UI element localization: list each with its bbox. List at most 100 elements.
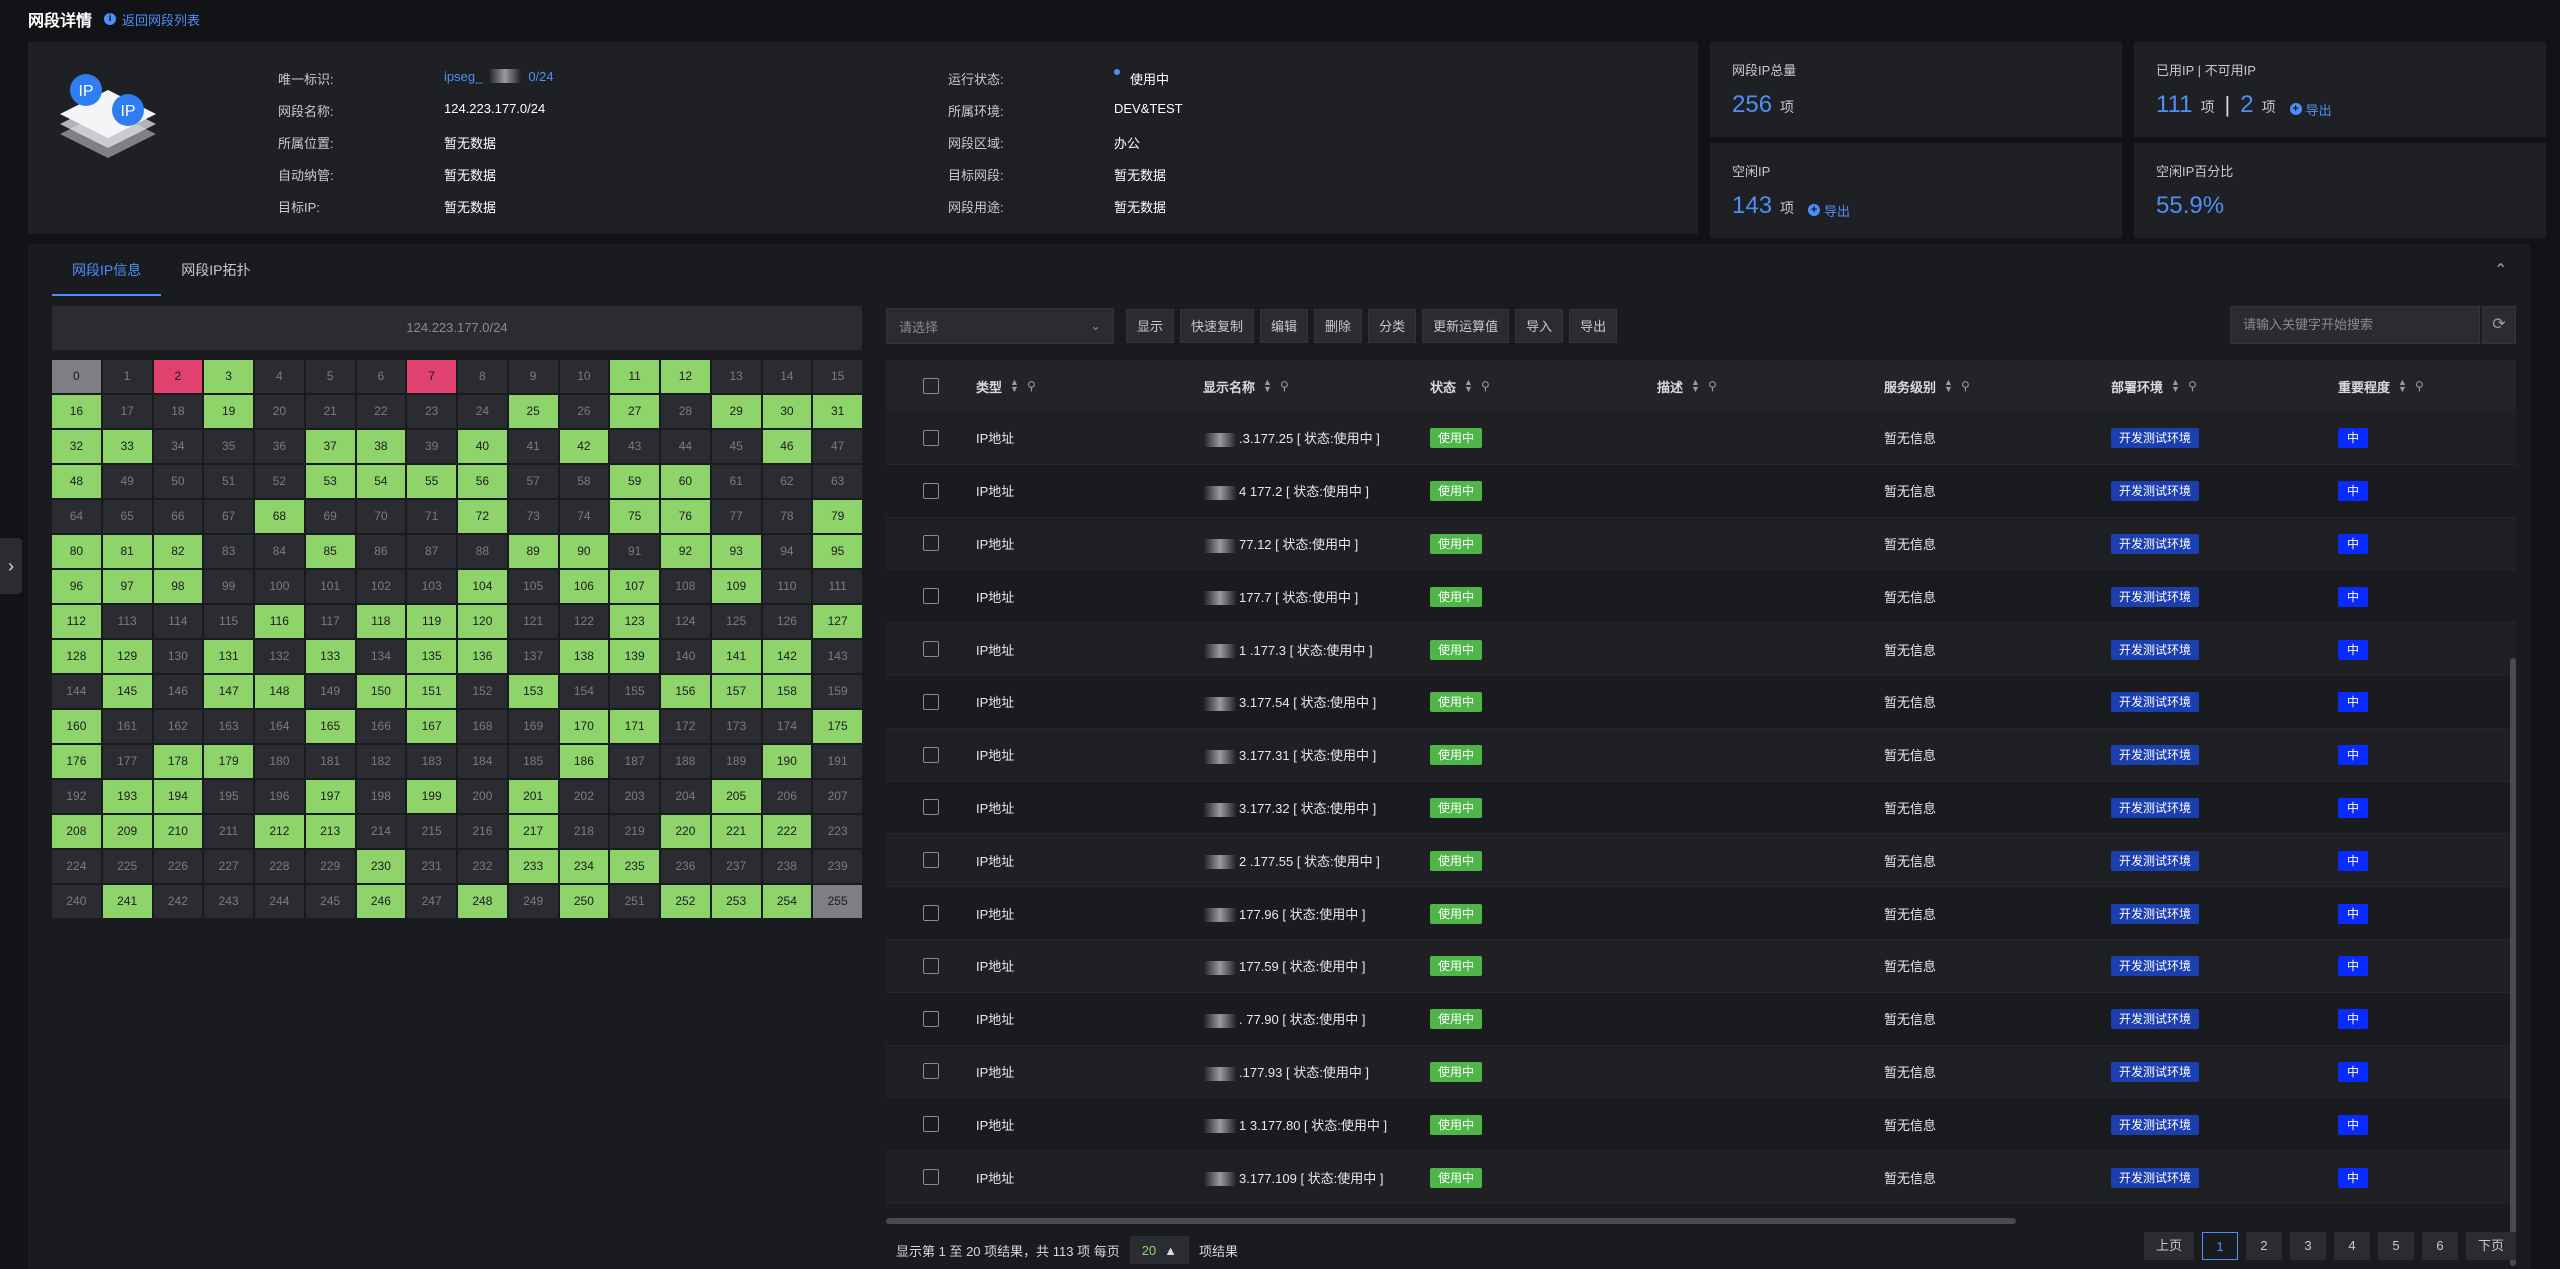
row-checkbox[interactable] (923, 799, 939, 816)
search-input[interactable]: 请输入关键字开始搜索 (2230, 306, 2480, 344)
ip-cell-used[interactable]: 3 (204, 360, 253, 393)
ip-cell-used[interactable]: 29 (711, 395, 761, 428)
ip-cell-used[interactable]: 76 (661, 500, 710, 533)
ip-cell-used[interactable]: 95 (813, 535, 862, 568)
ip-cell-used[interactable]: 250 (559, 885, 609, 918)
ip-cell-free[interactable]: 51 (204, 465, 253, 498)
cell-name[interactable]: . 77.90 [ 状态:使用中 ] (1203, 1009, 1430, 1028)
ip-cell-free[interactable]: 172 (661, 710, 710, 743)
ip-cell-free[interactable]: 231 (407, 850, 456, 883)
ip-cell-free[interactable]: 192 (52, 780, 101, 813)
search-icon[interactable]: ⚲ (1279, 379, 1289, 393)
cell-name[interactable]: 4 177.2 [ 状态:使用中 ] (1203, 481, 1430, 500)
ip-cell-used[interactable]: 12 (661, 360, 710, 393)
ip-cell-free[interactable]: 26 (559, 395, 609, 428)
ip-cell-free[interactable]: 214 (356, 815, 406, 848)
ip-cell-free[interactable]: 101 (305, 570, 355, 603)
ip-cell-free[interactable]: 67 (204, 500, 253, 533)
ip-cell-used[interactable]: 235 (610, 850, 659, 883)
ip-cell-free[interactable]: 15 (813, 360, 862, 393)
ip-cell-free[interactable]: 34 (153, 430, 203, 463)
ip-cell-free[interactable]: 207 (813, 780, 862, 813)
ip-cell-used[interactable]: 153 (508, 675, 558, 708)
ip-cell-free[interactable]: 196 (255, 780, 304, 813)
search-icon[interactable]: ⚲ (1026, 379, 1036, 393)
ip-cell-used[interactable]: 96 (52, 570, 101, 603)
ip-cell-used[interactable]: 59 (610, 465, 659, 498)
ip-cell-used[interactable]: 176 (52, 745, 101, 778)
search-icon[interactable]: ⚲ (2414, 379, 2424, 393)
ip-cell-used[interactable]: 147 (204, 675, 253, 708)
sort-icon[interactable]: ▲ ▼ (1263, 377, 1272, 394)
ip-cell-free[interactable]: 130 (153, 640, 203, 673)
ip-cell-free[interactable]: 121 (508, 605, 558, 638)
row-checkbox[interactable] (923, 852, 939, 869)
unique-id-link[interactable]: ipseg_ (444, 68, 483, 84)
ip-cell-used[interactable]: 116 (255, 605, 304, 638)
ip-cell-used[interactable]: 156 (661, 675, 710, 708)
ip-cell-used[interactable]: 53 (305, 465, 355, 498)
select-all-checkbox[interactable] (923, 378, 939, 394)
search-icon[interactable]: ⚲ (1707, 379, 1717, 393)
ip-cell-used[interactable]: 72 (458, 500, 507, 533)
ip-cell-used[interactable]: 210 (153, 815, 203, 848)
ip-cell-used[interactable]: 246 (356, 885, 406, 918)
ip-cell-free[interactable]: 22 (356, 395, 406, 428)
sort-icon[interactable]: ▲ ▼ (1691, 377, 1700, 394)
ip-cell-used[interactable]: 107 (610, 570, 659, 603)
ip-cell-free[interactable]: 23 (407, 395, 456, 428)
ip-cell-free[interactable]: 226 (153, 850, 203, 883)
ip-cell-free[interactable]: 14 (762, 360, 812, 393)
search-icon[interactable]: ⚲ (2187, 379, 2197, 393)
page-size-select[interactable]: 20 ▲ (1129, 1236, 1190, 1264)
ip-cell-free[interactable]: 125 (711, 605, 761, 638)
ip-cell-free[interactable]: 21 (305, 395, 355, 428)
ip-cell-used[interactable]: 170 (559, 710, 609, 743)
ip-cell-used[interactable]: 213 (305, 815, 355, 848)
ip-cell-free[interactable]: 88 (458, 535, 507, 568)
ip-cell-used[interactable]: 194 (153, 780, 203, 813)
ip-cell-free[interactable]: 43 (610, 430, 659, 463)
ip-cell-free[interactable]: 166 (356, 710, 406, 743)
cell-name[interactable]: 3.177.54 [ 状态:使用中 ] (1203, 692, 1430, 711)
ip-cell-used[interactable]: 148 (255, 675, 304, 708)
ip-cell-free[interactable]: 244 (255, 885, 304, 918)
ip-cell-used[interactable]: 253 (711, 885, 761, 918)
ip-cell-free[interactable]: 236 (661, 850, 710, 883)
ip-cell-used[interactable]: 151 (407, 675, 456, 708)
ip-cell-used[interactable]: 133 (305, 640, 355, 673)
filter-select[interactable]: 请选择 ⌄ (886, 308, 1114, 344)
ip-cell-free[interactable]: 215 (407, 815, 456, 848)
cell-name[interactable]: 2 .177.55 [ 状态:使用中 ] (1203, 851, 1430, 870)
row-checkbox[interactable] (923, 588, 939, 605)
ip-cell-used[interactable]: 212 (255, 815, 304, 848)
ip-cell-free[interactable]: 50 (153, 465, 203, 498)
ip-cell-free[interactable]: 169 (508, 710, 558, 743)
ip-cell-reserved[interactable]: 255 (813, 885, 862, 918)
ip-cell-used[interactable]: 179 (204, 745, 253, 778)
ip-cell-free[interactable]: 239 (813, 850, 862, 883)
row-checkbox[interactable] (923, 1010, 939, 1027)
ip-cell-free[interactable]: 117 (305, 605, 355, 638)
page-button[interactable]: 4 (2334, 1232, 2370, 1260)
ip-cell-free[interactable]: 200 (458, 780, 507, 813)
ip-cell-free[interactable]: 39 (407, 430, 456, 463)
prev-page-button[interactable]: 上页 (2144, 1232, 2194, 1260)
ip-cell-used[interactable]: 98 (153, 570, 203, 603)
ip-cell-unavail[interactable]: 7 (407, 360, 456, 393)
ip-cell-free[interactable]: 134 (356, 640, 406, 673)
search-icon[interactable]: ⚲ (1480, 379, 1490, 393)
sort-icon[interactable]: ▲ ▼ (2171, 377, 2180, 394)
ip-cell-free[interactable]: 91 (610, 535, 659, 568)
row-checkbox[interactable] (923, 1116, 939, 1133)
toolbar-button[interactable]: 显示 (1126, 309, 1175, 343)
ip-cell-free[interactable]: 168 (458, 710, 507, 743)
tab-ip-topology[interactable]: 网段IP拓扑 (181, 262, 251, 278)
ip-cell-free[interactable]: 64 (52, 500, 101, 533)
ip-cell-free[interactable]: 149 (305, 675, 355, 708)
ip-cell-free[interactable]: 173 (711, 710, 761, 743)
ip-cell-used[interactable]: 186 (559, 745, 609, 778)
page-button[interactable]: 2 (2246, 1232, 2282, 1260)
ip-cell-free[interactable]: 62 (762, 465, 812, 498)
ip-cell-free[interactable]: 219 (610, 815, 659, 848)
